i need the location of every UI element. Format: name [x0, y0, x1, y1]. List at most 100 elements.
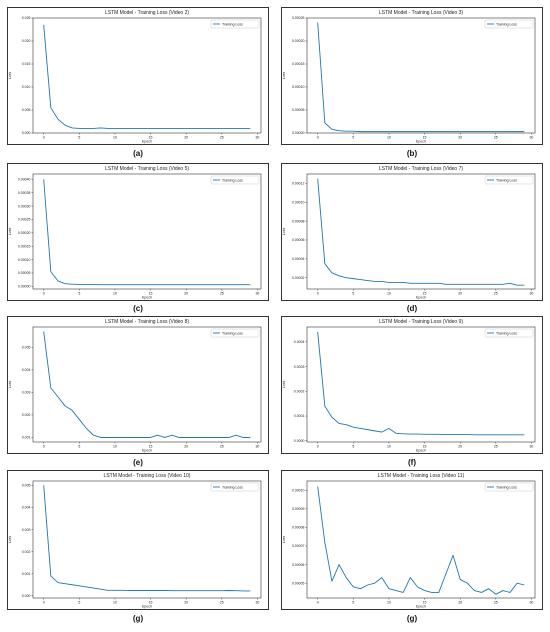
x-tick-label: 30	[529, 136, 533, 140]
y-tick-label: 0.00010	[292, 200, 305, 204]
chart-title: LSTM Model - Training Loss (Video 11)	[378, 473, 465, 479]
x-tick-label: 5	[352, 292, 354, 296]
chart-panel-video-2: LSTM Model - Training Loss (Video 2) 0 5 10…	[7, 7, 269, 145]
plot-area	[306, 17, 536, 134]
y-tick-label: 0.00012	[292, 182, 305, 186]
series-line-training-loss	[43, 485, 251, 592]
y-tick-label: 0.004	[22, 506, 31, 510]
series-line-training-loss	[317, 178, 525, 286]
plot-area	[306, 326, 536, 443]
x-axis-label: Epoch	[416, 449, 426, 453]
x-tick-label: 0	[43, 292, 45, 296]
y-tick-label: 0.0004	[294, 340, 305, 344]
chart-svg: LSTM Model - Training Loss (Video 11) 0 5 1…	[281, 470, 543, 610]
series-line-training-loss	[317, 331, 525, 436]
y-tick-label: 0.00030	[18, 204, 31, 208]
y-tick-label: 0.00020	[18, 231, 31, 235]
y-axis-label: Loss	[282, 72, 286, 80]
legend-box	[484, 482, 534, 492]
y-axis-label: Loss	[282, 228, 286, 236]
x-tick-label: 5	[352, 601, 354, 605]
plot-area	[306, 480, 536, 599]
panel-caption: (f)	[408, 458, 416, 467]
legend-label: Training Loss	[222, 485, 243, 489]
y-tick-label: 0.00005	[18, 271, 31, 275]
panel-caption: (e)	[133, 458, 143, 467]
series-line-training-loss	[43, 24, 251, 129]
y-tick-label: 0.005	[22, 108, 31, 112]
y-tick-label: 0.00015	[18, 244, 31, 248]
x-axis-label: Epoch	[142, 140, 152, 144]
x-tick-label: 15	[149, 136, 153, 140]
x-tick-label: 10	[113, 445, 117, 449]
x-tick-label: 15	[149, 445, 153, 449]
x-tick-label: 30	[529, 292, 533, 296]
y-axis-label: Loss	[8, 381, 12, 389]
chart-svg: LSTM Model - Training Loss (Video 3) 0 5 10…	[281, 7, 543, 145]
y-tick-label: 0.00010	[18, 258, 31, 262]
x-tick-label: 20	[184, 445, 188, 449]
y-axis-label: Loss	[8, 536, 12, 544]
x-tick-label: 30	[529, 601, 533, 605]
series-line-training-loss	[43, 331, 251, 438]
y-tick-label: 0.002	[22, 550, 31, 554]
x-axis-label: Epoch	[142, 296, 152, 300]
panel-caption: (a)	[133, 149, 143, 158]
x-axis-label: Epoch	[142, 605, 152, 609]
panel-caption: (g)	[132, 614, 144, 623]
y-tick-label: 0.00000	[18, 285, 31, 289]
x-tick-label: 0	[317, 136, 319, 140]
chart-panel-video-10: LSTM Model - Training Loss (Video 10) 0 5 1…	[7, 470, 269, 610]
series-line-training-loss	[317, 486, 525, 595]
x-tick-label: 15	[423, 601, 427, 605]
legend-box	[210, 19, 260, 29]
chart-title: LSTM Model - Training Loss (Video 7)	[379, 166, 463, 172]
x-tick-label: 25	[494, 445, 498, 449]
y-tick-label: 0.00010	[292, 488, 305, 492]
y-tick-label: 0.00035	[18, 191, 31, 195]
y-tick-label: 0.00015	[292, 62, 305, 66]
x-tick-label: 25	[220, 292, 224, 296]
y-axis-label: Loss	[8, 72, 12, 80]
plot-area	[306, 173, 536, 290]
panel-caption: (b)	[406, 149, 418, 158]
x-tick-label: 20	[458, 445, 462, 449]
chart-title: LSTM Model - Training Loss (Video 2)	[105, 10, 189, 16]
y-tick-label: 0.00006	[292, 563, 305, 567]
chart-svg: LSTM Model - Training Loss (Video 9) 0 5 10…	[281, 316, 543, 454]
y-tick-label: 0.001	[22, 572, 31, 576]
y-tick-label: 0.00008	[292, 219, 305, 223]
chart-panel-video-5: LSTM Model - Training Loss (Video 5) 0 5 10…	[7, 163, 269, 301]
x-tick-label: 20	[458, 136, 462, 140]
x-tick-label: 30	[255, 445, 259, 449]
panel-caption: (c)	[133, 304, 143, 313]
plot-area	[32, 326, 262, 443]
y-tick-label: 0.001	[22, 436, 31, 440]
y-tick-label: 0.00004	[292, 257, 305, 261]
x-tick-label: 15	[423, 292, 427, 296]
x-tick-label: 25	[494, 292, 498, 296]
panel-frame	[281, 470, 543, 610]
panel-frame	[7, 7, 269, 145]
y-tick-label: 0.00009	[292, 507, 305, 511]
x-tick-label: 0	[317, 292, 319, 296]
legend-box	[210, 328, 260, 338]
plot-area	[32, 480, 262, 599]
legend-label: Training Loss	[496, 331, 517, 335]
y-tick-label: 0.00025	[18, 218, 31, 222]
x-tick-label: 0	[43, 445, 45, 449]
y-tick-label: 0.002	[22, 413, 31, 417]
legend-label: Training Loss	[496, 485, 517, 489]
y-axis-label: Loss	[282, 381, 286, 389]
legend-label: Training Loss	[496, 22, 517, 26]
x-tick-label: 10	[113, 136, 117, 140]
chart-title: LSTM Model - Training Loss (Video 3)	[379, 10, 463, 16]
x-tick-label: 5	[78, 445, 80, 449]
y-tick-label: 0.00040	[18, 178, 31, 182]
chart-panel-video-8: LSTM Model - Training Loss (Video 8) 0 5 10…	[7, 316, 269, 454]
legend-box	[210, 482, 260, 492]
x-tick-label: 25	[220, 136, 224, 140]
y-tick-label: 0.00005	[292, 108, 305, 112]
x-tick-label: 25	[220, 445, 224, 449]
x-axis-label: Epoch	[416, 605, 426, 609]
